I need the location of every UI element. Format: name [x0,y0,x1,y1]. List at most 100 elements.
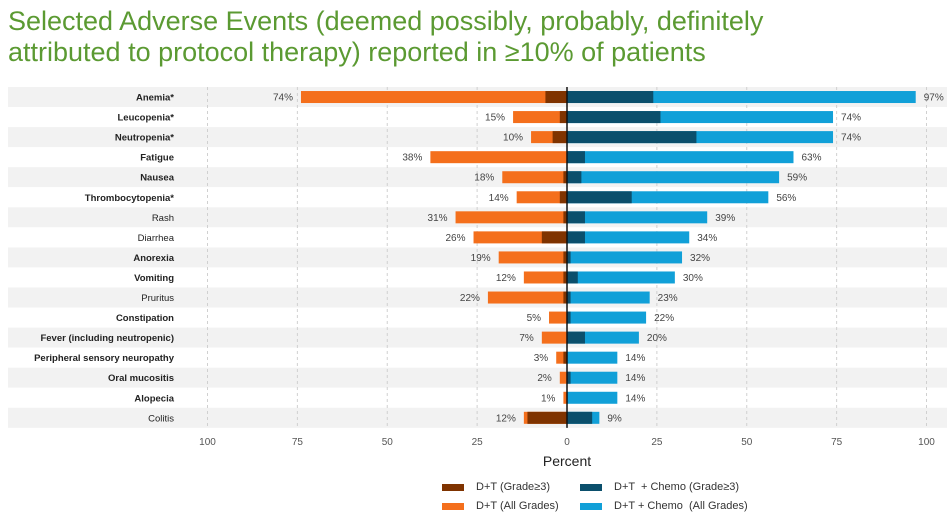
legend-item-dt-grade3: D+T (Grade≥3) [442,481,550,493]
data-label-left: 3% [534,353,549,364]
bar-dtchemo-all-grades [567,271,675,284]
bar-dtchemo-grade3 [567,411,593,424]
row-band [8,387,947,408]
data-label-right: 39% [715,213,735,224]
bar-dtchemo-all-grades [567,251,683,264]
category-label: Peripheral sensory neuropathy [34,353,175,364]
bar-dt-all-grades [498,251,567,264]
x-tick-label: 0 [564,437,570,448]
bar-dt-grade3 [563,351,567,364]
legend-item-dtchemo-grade3: D+T + Chemo (Grade≥3) [580,481,739,493]
x-tick-label: 75 [292,437,304,448]
data-label-right: 63% [801,153,821,164]
data-label-right: 20% [647,333,667,344]
data-label-right: 23% [658,293,678,304]
legend-swatch [580,502,602,510]
bar-dt-grade3 [541,231,567,244]
category-label: Oral mucositis [108,373,174,384]
data-label-left: 19% [471,253,491,264]
data-label-right: 97% [924,93,944,104]
row-band [8,267,947,288]
legend-swatch [580,483,602,491]
bar-dtchemo-grade3 [567,231,585,244]
category-label: Anorexia [133,253,174,264]
data-label-right: 56% [776,193,796,204]
bar-dtchemo-grade3 [567,171,582,184]
bar-dtchemo-grade3 [567,291,571,304]
bar-dt-all-grades [549,311,567,324]
x-axis-label: Percent [543,453,591,469]
bar-dt-all-grades [541,331,567,344]
bar-dt-grade3 [545,91,567,104]
category-label: Neutropenia* [115,133,174,144]
bar-dtchemo-grade3 [567,271,578,284]
bar-dtchemo-grade3 [567,211,585,224]
bar-dt-grade3 [559,111,567,124]
category-label: Fever (including neutropenic) [40,333,174,344]
bar-dtchemo-all-grades [567,351,618,364]
data-label-left: 22% [460,293,480,304]
legend-label: D+T (Grade≥3) [476,481,550,493]
legend-label: D+T (All Grades) [476,500,559,512]
bar-dtchemo-grade3 [567,251,571,264]
bar-dt-grade3 [552,131,567,144]
legend-label: D+T + Chemo (All Grades) [614,500,748,512]
bar-dt-grade3 [563,291,567,304]
bar-dt-all-grades [502,171,567,184]
category-label: Colitis [148,413,174,424]
x-tick-label: 75 [831,437,843,448]
bar-dt-grade3 [563,211,567,224]
x-tick-label: 50 [741,437,753,448]
category-label: Vomiting [134,273,174,284]
bar-dtchemo-all-grades [567,291,650,304]
bar-dt-all-grades [430,151,567,164]
data-label-left: 15% [485,113,505,124]
data-label-left: 10% [503,133,523,144]
x-tick-label: 25 [651,437,663,448]
category-label: Nausea [140,173,175,184]
bar-dtchemo-all-grades [567,171,780,184]
data-label-left: 12% [496,273,516,284]
data-label-right: 59% [787,173,807,184]
data-label-right: 74% [841,113,861,124]
data-label-left: 14% [489,193,509,204]
bar-dtchemo-all-grades [567,211,708,224]
data-label-right: 74% [841,133,861,144]
bar-dtchemo-all-grades [567,151,794,164]
bar-dtchemo-grade3 [567,111,661,124]
data-label-right: 22% [654,313,674,324]
x-tick-label: 100 [199,437,216,448]
data-label-right: 14% [625,353,645,364]
bar-dtchemo-all-grades [567,391,618,404]
bar-dtchemo-all-grades [567,371,618,384]
category-label: Fatigue [140,153,174,164]
bar-dtchemo-grade3 [567,371,571,384]
row-band [8,327,947,348]
data-label-left: 2% [537,373,552,384]
data-label-right: 14% [625,393,645,404]
bar-dt-grade3 [563,271,567,284]
bar-dt-all-grades [559,371,567,384]
data-label-right: 32% [690,253,710,264]
bar-dtchemo-grade3 [567,191,632,204]
bar-dt-all-grades [513,111,567,124]
legend-item-dtchemo-all: D+T + Chemo (All Grades) [580,500,748,512]
data-label-left: 38% [402,153,422,164]
data-label-left: 1% [541,393,556,404]
bar-dt-all-grades [455,211,567,224]
legend-swatch [442,483,464,491]
bar-dtchemo-grade3 [567,131,697,144]
bar-dt-grade3 [527,411,567,424]
bar-dt-all-grades [563,391,567,404]
bar-dtchemo-grade3 [567,331,585,344]
bar-dtchemo-all-grades [567,91,916,104]
data-label-right: 30% [683,273,703,284]
bar-dt-all-grades [516,191,567,204]
data-label-left: 5% [527,313,542,324]
data-label-left: 18% [474,173,494,184]
category-label: Alopecia [134,393,174,404]
data-label-right: 34% [697,233,717,244]
chart-title: Selected Adverse Events (deemed possibly… [8,6,764,67]
data-label-left: 31% [428,213,448,224]
